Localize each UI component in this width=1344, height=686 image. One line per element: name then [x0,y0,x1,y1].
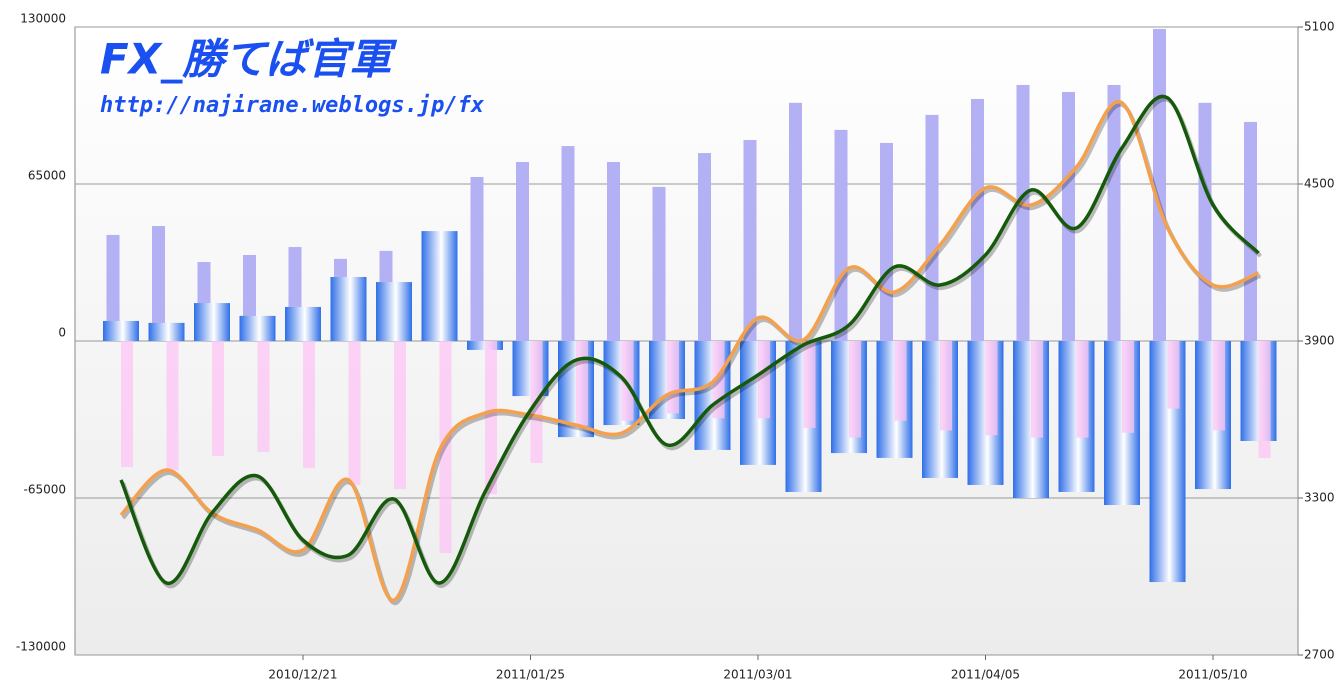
bar [439,341,452,554]
x-tick-label: 2011/01/25 [496,668,565,682]
bar [667,341,679,414]
bar [607,162,620,341]
y-tick-label: -65000 [23,483,66,497]
bar [239,315,276,341]
bar [971,98,984,342]
bar [1244,121,1257,341]
x-tick-label: 2010/12/21 [268,668,337,682]
bar [516,162,529,341]
bar [925,114,939,341]
bar [1167,341,1180,409]
bar [743,140,757,341]
plot-layer [75,26,1298,656]
bar [1076,341,1089,438]
x-tick-label: 2011/03/01 [723,668,792,682]
bar [1122,341,1134,433]
line-shadow [121,102,1262,605]
bar [148,322,185,341]
y-tick-label: 130000 [20,12,66,26]
bar [894,341,907,421]
bar [940,341,952,431]
bar [758,341,770,419]
bar [1258,341,1271,458]
bar [376,282,412,341]
bar [485,341,497,495]
bar [212,341,224,456]
bar [285,306,321,341]
bar [1031,341,1043,438]
bar [166,341,179,470]
bar [985,341,998,436]
line [119,99,1260,602]
bar [421,231,458,341]
y-tick-label: 65000 [28,169,66,183]
bar [1016,84,1030,341]
bar [1213,341,1225,431]
x-tick-label: 2011/04/05 [951,668,1020,682]
x-tick-label: 2011/05/10 [1178,668,1247,682]
bar [303,341,315,469]
y-tick-label: 0 [58,326,66,340]
bar [1153,28,1166,341]
y2-tick-label: 4500 [1304,177,1335,191]
y2-tick-label: 3900 [1304,334,1335,348]
y-tick-label: -130000 [16,640,66,654]
bar [257,341,270,453]
bar [652,186,666,341]
bar [103,320,139,341]
bar [789,102,802,341]
bar [561,146,575,341]
bar [834,129,848,341]
bar [121,341,133,468]
bar [1198,102,1212,341]
bar [152,226,165,341]
watermark-title: FX_勝てば官軍 [100,35,397,84]
bar [394,341,406,490]
y2-tick-label: 3300 [1304,491,1335,505]
y2-tick-label: 2700 [1304,648,1335,662]
y2-tick-label: 5100 [1304,20,1335,34]
bar [106,234,120,341]
bar [849,341,861,438]
watermark-url: http://najirane.weblogs.jp/fx [100,93,485,118]
bar [1062,91,1075,341]
bar [470,176,484,341]
bar [576,341,588,426]
bar [1107,84,1121,341]
bar [803,341,816,428]
line [119,94,1260,585]
bar [194,303,230,341]
bar [348,341,361,485]
bar [621,341,634,421]
bar [698,153,711,341]
bar [880,142,893,341]
bar [330,276,367,341]
